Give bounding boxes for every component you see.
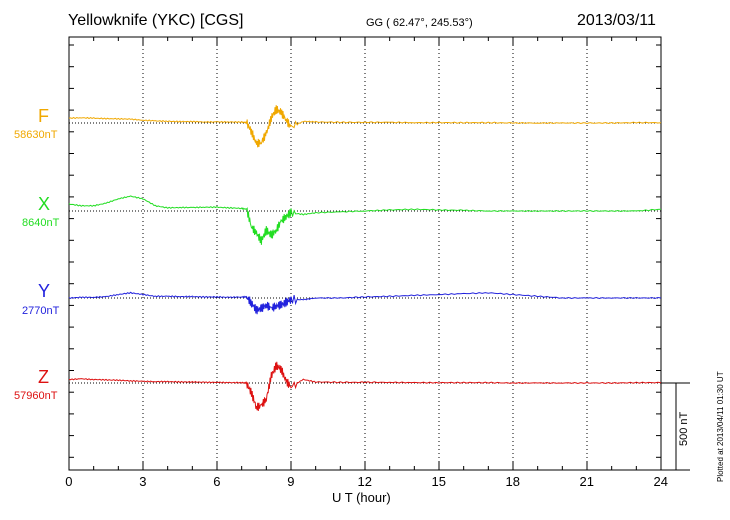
x-axis-label: U T (hour) xyxy=(332,490,391,505)
x-tick-label-3: 3 xyxy=(139,474,147,489)
baseline-value-f: 58630nT xyxy=(14,129,58,141)
component-label-z: Z xyxy=(38,367,49,387)
station-coordinates: GG ( 62.47°, 245.53°) xyxy=(366,17,473,29)
x-tick-label-6: 6 xyxy=(213,474,221,489)
baseline-value-y: 2770nT xyxy=(22,305,60,317)
trace-z xyxy=(68,361,662,412)
x-tick-label-0: 0 xyxy=(65,474,73,489)
trace-y xyxy=(68,291,662,315)
scale-label: 500 nT xyxy=(678,411,690,446)
plotted-timestamp: Plotted at 2013/04/11 01:30 UT xyxy=(716,371,725,482)
x-tick-marks xyxy=(68,37,662,470)
x-tick-label-15: 15 xyxy=(431,474,446,489)
baseline-value-z: 57960nT xyxy=(14,390,58,402)
baseline-value-x: 8640nT xyxy=(22,217,60,229)
component-label-x: X xyxy=(38,194,51,214)
trace-x xyxy=(68,195,662,245)
y-minor-ticks xyxy=(69,44,661,458)
component-traces xyxy=(68,105,662,412)
x-tick-label-18: 18 xyxy=(505,474,520,489)
x-tick-label-21: 21 xyxy=(579,474,594,489)
scale-bar xyxy=(661,382,690,471)
x-tick-label-9: 9 xyxy=(287,474,295,489)
component-label-y: Y xyxy=(38,281,51,301)
x-tick-label-12: 12 xyxy=(357,474,372,489)
trace-f xyxy=(68,105,662,148)
station-title: Yellowknife (YKC) [CGS] xyxy=(68,12,244,29)
time-grid xyxy=(142,37,588,470)
x-tick-label-24: 24 xyxy=(653,474,668,489)
plot-date: 2013/03/11 xyxy=(577,12,656,29)
component-label-f: F xyxy=(38,106,49,126)
